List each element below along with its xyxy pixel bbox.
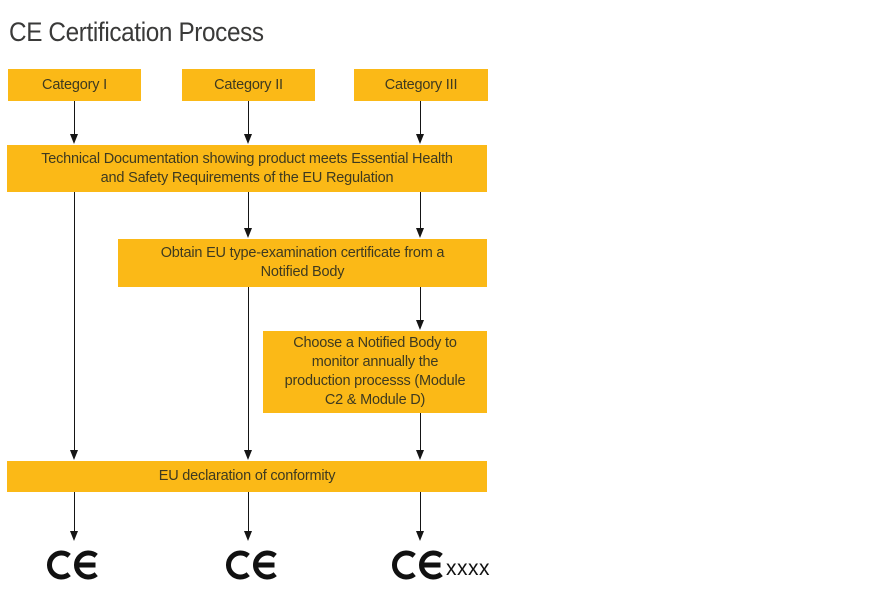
arrow-down-icon [73,492,76,531]
arrow-down-icon [419,101,422,134]
ce-suffix-label: xxxx [446,557,490,580]
arrow-down-icon [419,413,422,450]
arrow-down-icon [73,101,76,134]
category-iii-box: Category III [354,69,488,101]
arrow-down-icon [73,192,76,450]
arrow-down-icon [247,101,250,134]
arrow-down-icon [419,192,422,228]
notified-body-monitoring-box: Choose a Notified Body to monitor annual… [263,331,487,413]
ce-mark [226,549,280,581]
category-i-box: Category I [8,69,141,101]
type-examination-box: Obtain EU type-examination certificate f… [118,239,487,287]
technical-documentation-box: Technical Documentation showing product … [7,145,487,192]
ce-mark-icon [226,550,277,580]
arrow-down-icon [247,287,250,450]
arrow-down-icon [247,492,250,531]
arrow-down-icon [247,192,250,228]
page-title: CE Certification Process [9,17,264,47]
category-ii-box: Category II [182,69,315,101]
ce-mark-icon [392,550,443,580]
ce-mark [47,549,101,581]
arrow-down-icon [419,492,422,531]
eu-declaration-box: EU declaration of conformity [7,461,487,492]
arrow-down-icon [419,287,422,320]
ce-mark-notified-body: xxxx [392,549,490,581]
ce-mark-icon [47,550,98,580]
